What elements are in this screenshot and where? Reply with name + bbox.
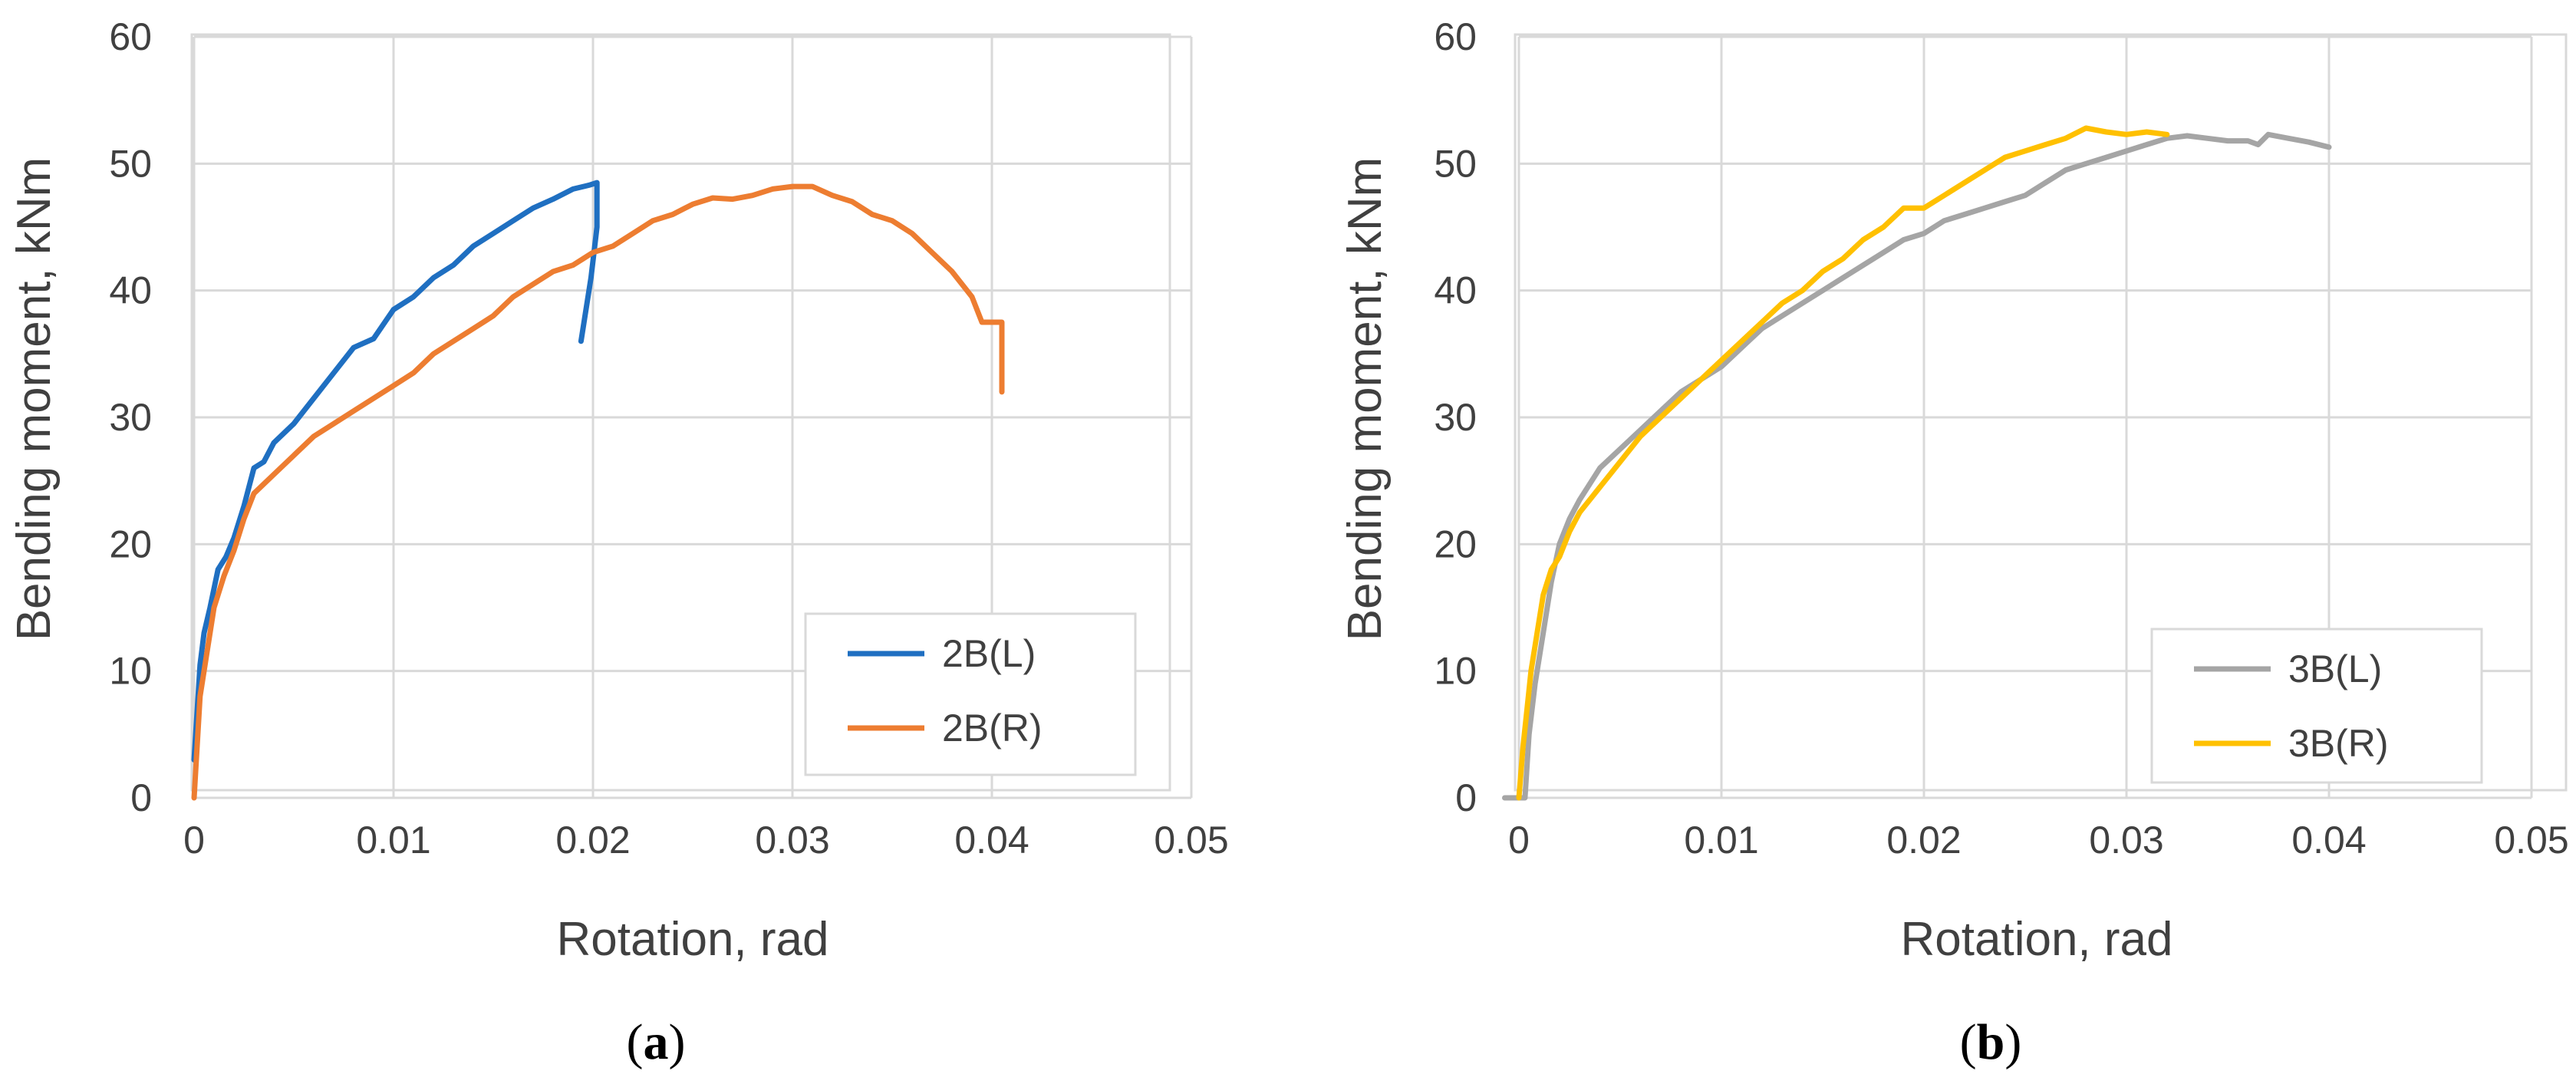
x-tick-label: 0.05	[2494, 819, 2568, 862]
caption-letter: a	[644, 1014, 669, 1070]
series-line-2b-l	[191, 180, 600, 763]
figure-caption: (a)	[627, 1014, 686, 1070]
legend-label: 2B(L)	[942, 632, 1036, 675]
legend-label: 2B(R)	[942, 707, 1043, 750]
caption-letter: b	[1977, 1014, 2005, 1070]
x-tick-label: 0.05	[1154, 819, 1228, 862]
x-tick-label: 0.03	[755, 819, 829, 862]
y-tick-label: 0	[130, 776, 152, 819]
x-tick-label: 0.03	[2089, 819, 2163, 862]
caption-close-paren: )	[2004, 1014, 2021, 1070]
y-tick-label: 30	[1434, 396, 1477, 439]
legend: 3B(L) 3B(R)	[2150, 628, 2483, 784]
y-tick-label: 50	[1434, 142, 1477, 185]
y-tick-label: 0	[1455, 776, 1477, 819]
x-axis-title: Rotation, rad	[557, 913, 829, 966]
y-axis-title: Bending moment, kNm	[1339, 157, 1392, 641]
legend-box	[2150, 628, 2483, 784]
y-tick-label: 50	[109, 142, 152, 185]
x-tick-label: 0.01	[1684, 819, 1758, 862]
y-axis-title: Bending moment, kNm	[8, 157, 61, 641]
series-line-3b-l	[1502, 131, 2332, 801]
x-tick-label: 0.04	[2291, 819, 2366, 862]
figure-caption: (b)	[1960, 1014, 2022, 1070]
legend-label: 3B(L)	[2288, 647, 2382, 690]
series-line-2b-r	[191, 183, 1005, 801]
chart-b: 0 0.01 0.02 0.03 0.04 0.05 0 10 20 30 40 50 60 Rotati…	[1339, 15, 2569, 1070]
x-tick-label: 0.01	[356, 819, 430, 862]
legend: 2B(L) 2B(R)	[804, 612, 1137, 776]
x-tick-label: 0	[183, 819, 205, 862]
y-tick-label: 10	[1434, 650, 1477, 693]
series-line-3b-r	[1516, 125, 2170, 801]
y-tick-label: 10	[109, 650, 152, 693]
caption-open-paren: (	[627, 1014, 644, 1070]
caption-close-paren: )	[669, 1014, 686, 1070]
legend-box	[804, 612, 1137, 776]
y-tick-label: 20	[109, 522, 152, 565]
y-tick-label: 40	[109, 269, 152, 312]
x-tick-label: 0	[1508, 819, 1530, 862]
chart-a: 0 0.01 0.02 0.03 0.04 0.05 0 10 20 30 40 50 60 Rotati…	[8, 15, 1229, 1070]
x-tick-label: 0.02	[555, 819, 630, 862]
y-tick-label: 20	[1434, 522, 1477, 565]
legend-label: 3B(R)	[2288, 722, 2389, 765]
x-tick-label: 0.04	[954, 819, 1029, 862]
x-tick-label: 0.02	[1886, 819, 1961, 862]
y-tick-label: 30	[109, 396, 152, 439]
y-tick-label: 60	[109, 15, 152, 58]
y-tick-label: 60	[1434, 15, 1477, 58]
y-tick-label: 40	[1434, 269, 1477, 312]
x-axis-title: Rotation, rad	[1901, 913, 2173, 966]
caption-open-paren: (	[1960, 1014, 1977, 1070]
